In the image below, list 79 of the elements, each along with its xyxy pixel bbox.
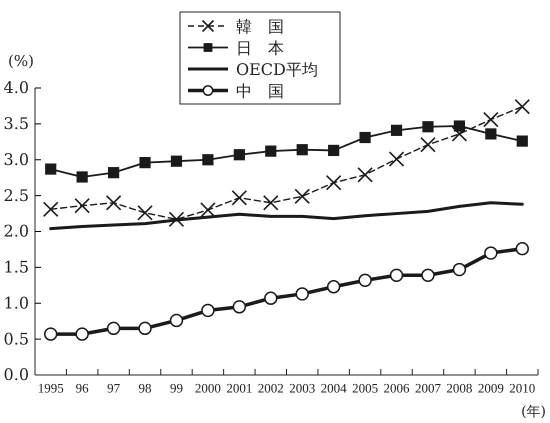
point <box>139 157 151 168</box>
point <box>296 144 308 156</box>
point <box>484 246 498 260</box>
point <box>454 120 466 132</box>
x-tick-label: 96 <box>76 380 90 396</box>
point <box>359 132 371 144</box>
point <box>42 201 59 218</box>
point <box>200 202 216 218</box>
x-tick-label: 2001 <box>226 380 252 396</box>
point <box>137 205 153 221</box>
point <box>390 268 404 282</box>
point <box>420 136 436 152</box>
point <box>262 195 279 211</box>
point <box>390 124 402 136</box>
legend-label: OECD平均 <box>236 60 318 79</box>
x-tick-label: 2009 <box>478 380 504 396</box>
point <box>326 280 340 294</box>
point <box>45 163 56 175</box>
y-tick-label: 0.0 <box>4 365 29 384</box>
y-tick-label: 2.5 <box>4 186 29 205</box>
point <box>358 274 372 287</box>
point <box>483 112 499 128</box>
point <box>516 242 529 256</box>
point <box>76 171 88 183</box>
point <box>106 195 122 211</box>
point <box>74 198 90 214</box>
point <box>170 156 182 167</box>
x-tick-label: 2005 <box>352 380 378 396</box>
y-tick-label: 2.0 <box>4 222 29 241</box>
point <box>422 121 434 132</box>
point <box>516 135 528 147</box>
x-tick-label: 2003 <box>289 380 316 396</box>
point <box>232 190 248 206</box>
legend-label: 日 本 <box>236 38 284 58</box>
x-tick-label: 2007 <box>414 380 442 396</box>
x-tick-label: 2000 <box>194 380 221 396</box>
point <box>294 188 310 204</box>
y-tick-label: 0.5 <box>4 329 29 348</box>
x-tick-label: 2004 <box>320 380 348 396</box>
point <box>265 146 276 157</box>
x-tick-label: 98 <box>138 380 152 396</box>
point <box>296 287 309 301</box>
x-tick-label: 2006 <box>384 380 410 396</box>
point <box>106 322 120 336</box>
point <box>232 300 246 314</box>
y-tick-label: 4.0 <box>4 78 29 98</box>
point <box>75 327 89 341</box>
point <box>44 327 58 341</box>
point <box>452 126 468 142</box>
point <box>202 154 214 166</box>
x-tick-label: 99 <box>170 380 183 396</box>
legend-label: 韓 国 <box>236 17 284 36</box>
x-tick-label: 2008 <box>446 380 472 396</box>
point <box>108 167 120 178</box>
point <box>357 167 373 183</box>
point <box>170 314 184 328</box>
point <box>328 144 340 156</box>
x-tick-label: 2010 <box>509 380 536 396</box>
point <box>138 322 152 336</box>
y-tick-label: 1.5 <box>4 257 29 276</box>
x-tick-label: 97 <box>107 380 121 396</box>
point <box>421 268 435 282</box>
point <box>201 304 215 318</box>
x-tick-label: 2002 <box>258 380 284 396</box>
x-axis-title: (年) <box>521 404 546 420</box>
y-tick-label: 3.0 <box>4 150 29 169</box>
point <box>326 174 342 191</box>
point <box>388 151 404 167</box>
point <box>264 292 278 305</box>
y-axis-title: (%) <box>8 52 34 70</box>
point <box>485 128 496 140</box>
x-tick-label: 1995 <box>38 380 64 396</box>
point <box>234 149 245 160</box>
y-tick-label: 1.0 <box>4 293 29 312</box>
point <box>452 262 466 276</box>
point <box>514 98 530 114</box>
point <box>168 212 184 228</box>
y-tick-label: 3.5 <box>4 114 29 133</box>
legend-label: 中 国 <box>236 82 284 100</box>
